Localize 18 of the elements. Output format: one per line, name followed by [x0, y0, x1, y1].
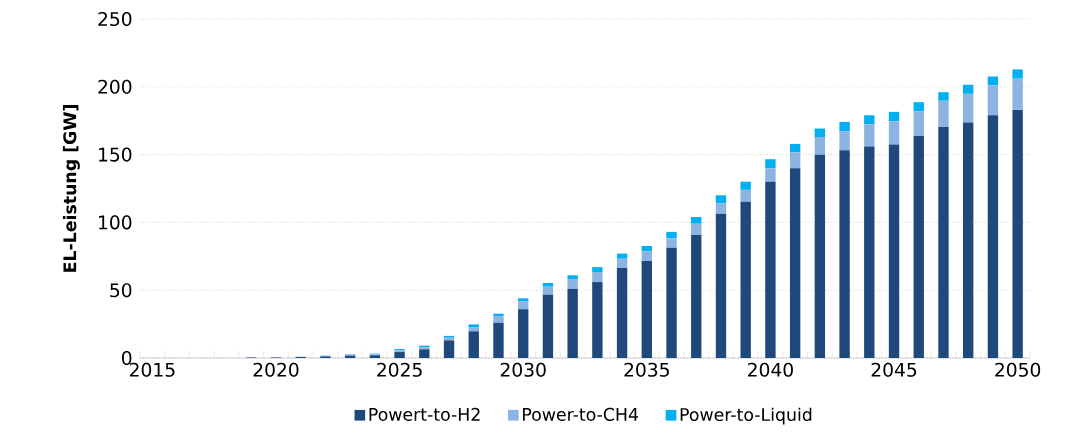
y-tick-label: 0 [121, 350, 132, 366]
y-tick-label: 100 [99, 215, 132, 230]
y-tick-label: 250 [98, 11, 132, 27]
y-axis-title: EL-Leistung [GW] [62, 105, 80, 272]
y-tick-label: 150 [99, 147, 132, 162]
x-tick-label: 2035 [624, 362, 669, 377]
x-tick-label: 2045 [871, 362, 917, 377]
legend-label: Power-to-CH4 [523, 407, 639, 421]
y-tick-label: 50 [110, 283, 132, 298]
legend-label: Power-to-Liquid [680, 407, 812, 425]
x-tick-label: 2030 [500, 362, 546, 377]
x-tick-label: 2050 [995, 362, 1041, 377]
y-tick-label: 200 [98, 79, 132, 94]
x-tick-label: 2025 [377, 362, 422, 377]
x-tick-label: 2040 [748, 362, 793, 377]
legend-label: Powert-to-H2 [369, 407, 480, 421]
x-tick-label: 2015 [129, 362, 175, 377]
x-tick-label: 2020 [253, 362, 299, 377]
